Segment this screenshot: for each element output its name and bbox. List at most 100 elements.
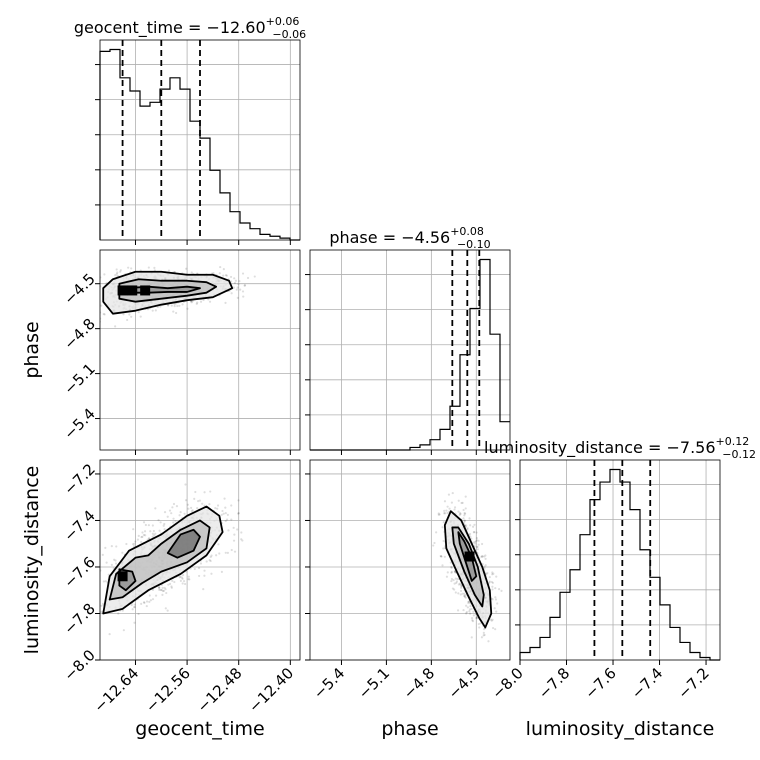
sample-point <box>174 520 177 523</box>
y-tick-label: −7.6 <box>60 553 98 591</box>
sample-point <box>164 588 167 591</box>
sample-point <box>465 610 468 614</box>
sample-point <box>224 506 227 509</box>
sample-point <box>208 558 211 562</box>
sample-point <box>162 524 165 527</box>
sample-point <box>465 604 468 607</box>
sample-point <box>181 573 185 577</box>
sample-point <box>110 545 113 548</box>
sample-point <box>468 517 471 520</box>
title-luminosity_distance-upper: +0.12 <box>716 435 750 448</box>
sample-point <box>230 518 233 521</box>
sample-point <box>186 503 189 506</box>
sample-point <box>168 509 172 512</box>
sample-point <box>459 593 462 596</box>
sample-point <box>494 628 497 631</box>
sample-point <box>435 531 438 534</box>
sample-point <box>172 310 175 313</box>
sample-point <box>446 505 449 508</box>
sample-point <box>459 589 463 593</box>
sample-point <box>154 507 157 510</box>
sample-point <box>184 499 188 502</box>
sample-point <box>131 543 135 546</box>
sample-point <box>175 505 179 508</box>
sample-point <box>477 622 480 626</box>
sample-point <box>125 542 128 546</box>
sample-point <box>95 607 97 609</box>
sample-point <box>103 273 106 276</box>
sample-point <box>196 301 199 304</box>
sample-point <box>130 315 133 318</box>
sample-point <box>203 491 206 494</box>
sample-point <box>184 582 187 586</box>
sample-point <box>475 536 478 540</box>
sample-point <box>151 524 154 527</box>
sample-point <box>137 612 140 616</box>
sample-point <box>141 535 144 538</box>
sample-point <box>237 512 240 515</box>
density-peak <box>127 285 138 296</box>
sample-point <box>472 541 475 544</box>
sample-point <box>182 580 186 583</box>
sample-point <box>167 303 170 307</box>
sample-point <box>222 274 225 277</box>
sample-point <box>96 300 98 302</box>
sample-point <box>450 565 453 569</box>
sample-point <box>98 556 100 558</box>
sample-point <box>232 286 236 289</box>
sample-point <box>463 594 466 598</box>
sample-point <box>497 588 501 591</box>
sample-point <box>193 497 196 500</box>
density-peak <box>140 285 151 296</box>
sample-point <box>459 512 462 516</box>
sample-point <box>83 301 85 303</box>
sample-point <box>463 512 467 515</box>
sample-point <box>171 579 174 582</box>
sample-point <box>222 512 225 515</box>
sample-point <box>482 631 485 634</box>
sample-point <box>224 301 227 304</box>
title-geocent_time-upper: +0.06 <box>266 15 300 28</box>
sample-point <box>459 512 462 515</box>
sample-point <box>455 581 458 585</box>
sample-point <box>482 634 485 637</box>
sample-point <box>449 561 452 564</box>
sample-point <box>469 612 472 615</box>
sample-point <box>488 581 491 584</box>
y-tick-label: −7.8 <box>60 600 98 638</box>
sample-point <box>236 528 239 531</box>
sample-point <box>463 519 466 522</box>
sample-point <box>484 554 487 557</box>
x-tick-label: −12.64 <box>90 664 142 716</box>
sample-point <box>484 564 487 567</box>
sample-point <box>176 304 179 308</box>
sample-point <box>153 266 156 269</box>
sample-point <box>450 501 453 504</box>
sample-point <box>159 521 162 524</box>
title-phase-lower: −0.10 <box>457 238 491 251</box>
sample-point <box>241 272 245 275</box>
panel-geocent_time-hist <box>95 39 301 245</box>
sample-point <box>460 501 463 505</box>
sample-point <box>203 574 206 577</box>
y-tick-label: −4.8 <box>60 315 98 353</box>
sample-point <box>224 519 227 523</box>
sample-point <box>463 594 466 597</box>
y-tick-label: −7.2 <box>60 460 98 498</box>
sample-point <box>114 273 117 277</box>
sample-point <box>140 602 143 606</box>
sample-point <box>469 605 472 608</box>
sample-point <box>158 587 161 590</box>
sample-point <box>107 573 110 576</box>
sample-point <box>207 298 210 301</box>
sample-point <box>173 305 176 308</box>
sample-point <box>208 300 212 303</box>
sample-point <box>221 509 224 513</box>
sample-point <box>149 599 153 602</box>
sample-point <box>237 499 240 502</box>
sample-point <box>481 555 484 558</box>
x-tick-label: −7.2 <box>674 664 712 702</box>
sample-point <box>139 315 142 318</box>
sample-point <box>166 304 170 307</box>
sample-point <box>463 592 466 595</box>
